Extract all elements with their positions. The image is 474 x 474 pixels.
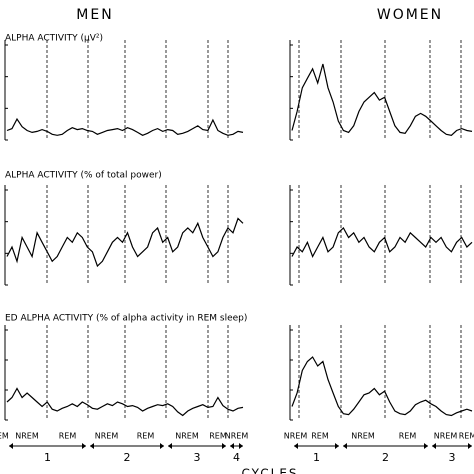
phase-label: NREM: [225, 432, 249, 441]
panel-title: ED ALPHA ACTIVITY (% of alpha activity i…: [5, 314, 247, 324]
cycle-number: 3: [194, 451, 201, 464]
trace: [291, 356, 473, 417]
trace: [291, 63, 473, 136]
phase-label: NREM: [434, 432, 458, 441]
trace: [6, 387, 244, 417]
arrow-head: [432, 443, 472, 449]
phase-label: REM: [399, 432, 417, 441]
cycle-number: 2: [124, 451, 131, 464]
phase-label: NREM: [95, 432, 119, 441]
trace: [6, 217, 244, 268]
men-heading: MEN: [76, 7, 113, 23]
arrow-head: [230, 443, 243, 449]
panel-title: ALPHA ACTIVITY (% of total power): [5, 171, 162, 181]
cycle-number: 2: [382, 451, 389, 464]
x-axis-title: CYCLES: [241, 467, 298, 474]
phase-label: NREM: [15, 432, 39, 441]
panel-title: ALPHA ACTIVITY (μV²): [5, 34, 103, 44]
phase-label: NREM: [351, 432, 375, 441]
trace: [291, 227, 473, 258]
women-heading: WOMEN: [377, 7, 443, 23]
cycle-number: 3: [449, 451, 456, 464]
cycle-number: 1: [313, 451, 320, 464]
phase-label: NREM: [175, 432, 199, 441]
trace: [6, 117, 244, 136]
phase-label: REM: [209, 432, 227, 441]
phase-label: REM: [459, 432, 474, 441]
phase-label: REM: [0, 432, 9, 441]
phase-label: NREM: [284, 432, 308, 441]
cycle-number: 1: [44, 451, 51, 464]
phase-label: REM: [59, 432, 77, 441]
phase-label: REM: [137, 432, 155, 441]
cycle-number: 4: [233, 451, 240, 464]
phase-label: REM: [311, 432, 329, 441]
